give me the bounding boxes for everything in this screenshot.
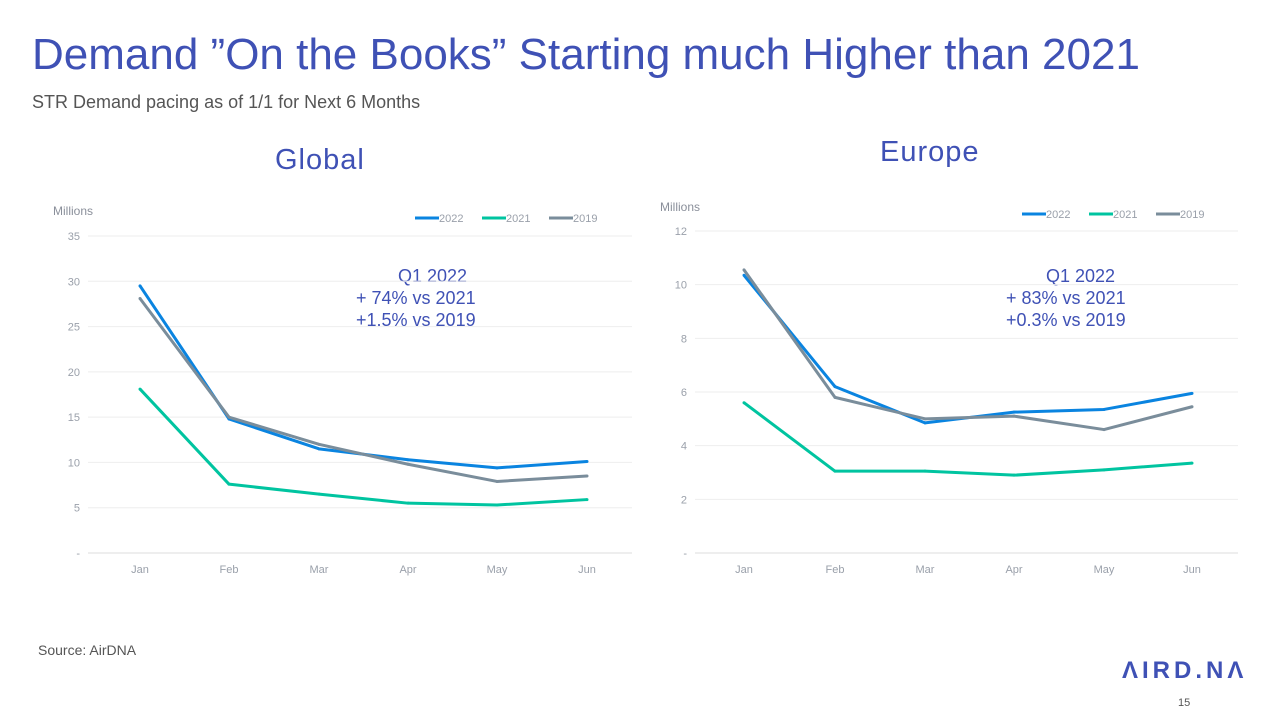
chart-0-y-tick-label: 10 <box>68 457 80 469</box>
chart-1-series-2019-line <box>742 269 1193 432</box>
chart-1-x-tick-label: Jan <box>735 564 753 576</box>
chart-1-y-axis-label: Millions <box>660 200 700 214</box>
chart-1-point-2021 <box>1190 461 1194 465</box>
chart-0-point-2022 <box>585 460 589 464</box>
chart-1-point-2021 <box>1102 468 1106 472</box>
chart-0-series-2021-line <box>138 388 588 507</box>
europe-annotation: Q1 2022 + 83% vs 2021 +0.3% vs 2019 <box>1006 265 1126 331</box>
chart-1-point-2019 <box>1012 414 1016 418</box>
chart-0-y-tick-label: 30 <box>68 276 80 288</box>
chart-1-point-2022 <box>1102 407 1106 411</box>
chart-1-legend-label-2019: 2019 <box>1180 209 1204 221</box>
chart-1-point-2019 <box>923 417 927 421</box>
chart-1-legend-label-2022: 2022 <box>1046 209 1070 221</box>
chart-0-x-tick-label: Mar <box>310 564 329 576</box>
chart-0-y-tick-label: 5 <box>74 503 80 515</box>
chart-0-legend-label-2022: 2022 <box>439 213 463 225</box>
chart-0-y-axis-label: Millions <box>53 204 93 218</box>
chart-0-point-2019 <box>317 442 321 446</box>
airdna-logo: ΛIRD.NΛ <box>1122 657 1248 684</box>
chart-0-x-tick-label: May <box>487 564 508 576</box>
europe-annotation-line: Q1 2022 <box>1046 266 1116 286</box>
global-annotation: Q1 2022 + 74% vs 2021 +1.5% vs 2019 <box>356 265 476 331</box>
chart-1-point-2021 <box>923 469 927 473</box>
chart-0-y-tick-label: 25 <box>68 322 80 334</box>
chart-0-point-2019 <box>227 415 231 419</box>
chart-1-y-tick-label: 4 <box>681 441 687 453</box>
chart-0-point-2019 <box>495 479 499 483</box>
chart-1-point-2021 <box>1012 473 1016 477</box>
chart-0-point-2022 <box>495 466 499 470</box>
chart-0-y-tick-label: - <box>76 548 80 560</box>
chart-0-point-2021 <box>406 501 410 505</box>
chart-0-y-tick-label: 20 <box>68 367 80 379</box>
chart-1-point-2022 <box>833 385 837 389</box>
chart-0-point-2021 <box>138 387 142 391</box>
global-annotation-line: + 74% vs 2021 <box>356 288 476 308</box>
chart-1-point-2022 <box>742 273 746 277</box>
global-annotation-line: +1.5% vs 2019 <box>356 310 476 330</box>
chart-1-point-2019 <box>1102 428 1106 432</box>
chart-1-x-tick-label: Jun <box>1183 564 1201 576</box>
page-number: 15 <box>1178 697 1191 709</box>
chart-0-point-2021 <box>317 492 321 496</box>
chart-0-point-2022 <box>406 458 410 462</box>
chart-1-point-2022 <box>1190 391 1194 395</box>
chart-0-y-tick-label: 15 <box>68 412 80 424</box>
chart-1-point-2019 <box>742 268 746 272</box>
chart-0-series-2019-line <box>138 297 588 483</box>
chart-1-x-tick-label: Mar <box>916 564 935 576</box>
chart-1-y-tick-label: 6 <box>681 387 687 399</box>
chart-1-x-tick-label: Apr <box>1005 564 1022 576</box>
europe-chart-title: Europe <box>880 136 980 168</box>
chart-0-series-2022-line <box>138 284 588 470</box>
chart-0-point-2022 <box>138 284 142 288</box>
chart-1-y-tick-label: 8 <box>681 333 687 345</box>
page-subtitle: STR Demand pacing as of 1/1 for Next 6 M… <box>32 92 421 112</box>
chart-0-x-tick-label: Apr <box>399 564 416 576</box>
chart-0-legend-label-2019: 2019 <box>573 213 597 225</box>
chart-0-y-tick-label: 35 <box>68 231 80 243</box>
chart-1-point-2019 <box>1190 405 1194 409</box>
chart-1-series-2021-line <box>743 401 1193 477</box>
chart-1-legend-label-2021: 2021 <box>1113 209 1137 221</box>
chart-0-point-2019 <box>585 474 589 478</box>
chart-0-x-tick-label: Feb <box>220 564 239 576</box>
chart-0-point-2021 <box>227 482 231 486</box>
chart-1-point-2019 <box>833 395 837 399</box>
chart-0-x-tick-label: Jan <box>131 564 149 576</box>
chart-0-x-tick-label: Jun <box>578 564 596 576</box>
chart-1-y-tick-label: 12 <box>675 226 687 238</box>
chart-1-point-2022 <box>1012 410 1016 414</box>
chart-0-legend-label-2021: 2021 <box>506 213 530 225</box>
chart-1-point-2022 <box>923 421 927 425</box>
europe-annotation-line: +0.3% vs 2019 <box>1006 310 1126 330</box>
chart-1-y-tick-label: - <box>683 548 687 560</box>
chart-0-point-2022 <box>317 447 321 451</box>
chart-1-series-2022-line <box>742 274 1193 425</box>
chart-0-point-2019 <box>406 462 410 466</box>
source-note: Source: AirDNA <box>38 642 137 658</box>
chart-1-y-tick-label: 2 <box>681 494 687 506</box>
chart-0-point-2021 <box>495 503 499 507</box>
chart-0-point-2019 <box>138 296 142 300</box>
europe-annotation-line: + 83% vs 2021 <box>1006 288 1126 308</box>
global-chart-title: Global <box>275 144 365 176</box>
chart-1-point-2021 <box>833 469 837 473</box>
chart-1-x-tick-label: Feb <box>826 564 845 576</box>
chart-1-y-tick-label: 10 <box>675 280 687 292</box>
chart-1-point-2021 <box>742 401 746 405</box>
chart-0-point-2021 <box>585 498 589 502</box>
chart-1-x-tick-label: May <box>1094 564 1115 576</box>
page-title: Demand ”On the Books” Starting much High… <box>32 30 1140 79</box>
